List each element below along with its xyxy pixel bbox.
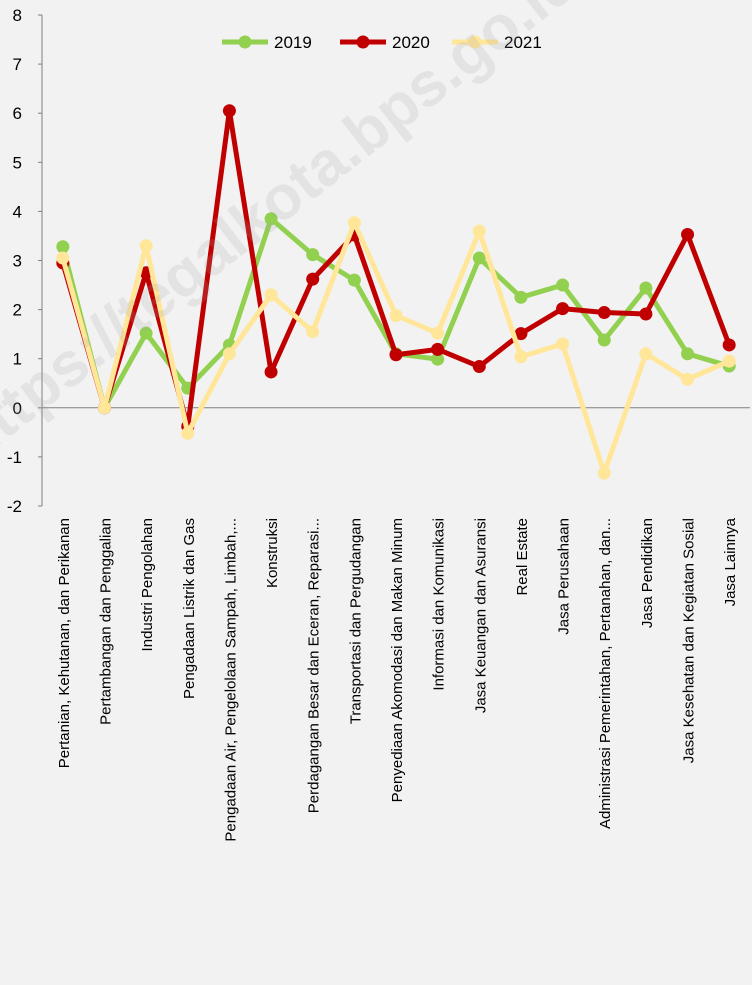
series-line-2020 xyxy=(60,108,732,429)
series-layer xyxy=(56,104,736,480)
x-tick-label: Pengadaan Air, Pengelolaan Sampah, Limba… xyxy=(222,518,239,842)
data-point-2019 xyxy=(56,240,70,254)
y-tick-label: 5 xyxy=(13,153,22,172)
data-point-2019 xyxy=(264,212,278,226)
x-tick-label: Pertanian, Kehutanan, dan Perikanan xyxy=(56,518,73,768)
data-point-2021 xyxy=(556,337,570,351)
data-point-2021 xyxy=(389,308,403,322)
x-tick-label: Jasa Lainnya xyxy=(722,517,739,606)
y-tick-label: 2 xyxy=(13,301,22,320)
data-point-2019 xyxy=(681,347,695,361)
x-tick-label: Perdagangan Besar dan Eceran, Reparasi..… xyxy=(306,518,323,813)
data-point-2020 xyxy=(514,327,528,341)
data-point-2020 xyxy=(639,307,653,321)
legend-marker-2021 xyxy=(468,35,482,49)
data-point-2020 xyxy=(264,365,278,379)
data-point-2020 xyxy=(222,104,236,118)
data-point-2019 xyxy=(639,281,653,295)
y-tick-label: 8 xyxy=(13,6,22,25)
data-point-2019 xyxy=(431,352,445,366)
legend-label-2020: 2020 xyxy=(392,33,430,52)
data-point-2020 xyxy=(722,338,736,352)
data-point-2021 xyxy=(472,224,486,238)
data-point-2020 xyxy=(556,302,570,316)
data-point-2021 xyxy=(639,347,653,361)
y-tick-label: 0 xyxy=(13,399,22,418)
data-point-2020 xyxy=(306,272,320,286)
y-tick-label: 7 xyxy=(13,55,22,74)
legend-marker-2019 xyxy=(238,35,252,49)
x-tick-label: Jasa Pendidikan xyxy=(639,518,656,628)
y-tick-label: -2 xyxy=(7,497,22,516)
x-tick-label: Jasa Kesehatan dan Kegiatan Sosial xyxy=(681,518,698,763)
legend-label-2021: 2021 xyxy=(504,33,542,52)
x-tick-label: Industri Pengolahan xyxy=(139,518,156,651)
data-point-2019 xyxy=(139,326,153,340)
data-point-2019 xyxy=(556,278,570,292)
x-tick-label: Pertambangan dan Penggalian xyxy=(97,518,114,725)
x-tick-label: Transportasi dan Pergudangan xyxy=(347,518,364,724)
x-tick-label: Administrasi Pemerintahan, Pertanahan, d… xyxy=(597,518,614,829)
y-tick-label: 4 xyxy=(13,202,22,221)
data-point-2019 xyxy=(472,251,486,265)
legend-label-2019: 2019 xyxy=(274,33,312,52)
x-tick-label: Real Estate xyxy=(514,518,531,596)
data-point-2019 xyxy=(514,290,528,304)
data-point-2021 xyxy=(222,347,236,361)
data-point-2019 xyxy=(347,273,361,287)
data-point-2020 xyxy=(472,360,486,374)
legend: 2019 2020 2021 xyxy=(222,33,542,52)
data-point-2021 xyxy=(181,426,195,440)
y-tick-label: 3 xyxy=(13,252,22,271)
data-point-2020 xyxy=(597,306,611,320)
y-tick-label: -1 xyxy=(7,448,22,467)
x-tick-label: Jasa Perusahaan xyxy=(556,518,573,635)
data-point-2021 xyxy=(431,326,445,340)
x-tick-label: Pengadaan Listrik dan Gas xyxy=(181,518,198,699)
data-point-2021 xyxy=(264,288,278,302)
data-point-2020 xyxy=(389,348,403,362)
data-point-2021 xyxy=(681,372,695,386)
data-point-2020 xyxy=(431,342,445,356)
axes-layer: -2 -1 0 1 2 3 4 5 6 7 8 Pertanian, Kehutanan, dan P… xyxy=(7,6,750,842)
x-tick-label: Konstruksi xyxy=(264,518,281,588)
y-tick-label: 1 xyxy=(13,350,22,369)
x-tick-label: Jasa Keuangan dan Asuransi xyxy=(472,518,489,713)
data-point-2021 xyxy=(306,325,320,339)
data-point-2021 xyxy=(514,350,528,364)
data-point-2021 xyxy=(56,251,70,265)
data-point-2021 xyxy=(722,354,736,368)
data-point-2019 xyxy=(597,333,611,347)
data-point-2021 xyxy=(597,466,611,480)
data-point-2020 xyxy=(681,227,695,241)
data-point-2021 xyxy=(347,216,361,230)
x-tick-label: Informasi dan Komunikasi xyxy=(431,518,448,691)
x-tick-label: Penyediaan Akomodasi dan Makan Minum xyxy=(389,518,406,802)
data-point-2019 xyxy=(306,248,320,262)
y-tick-label: 6 xyxy=(13,104,22,123)
legend-marker-2020 xyxy=(356,35,370,49)
data-point-2021 xyxy=(139,239,153,253)
data-point-2021 xyxy=(97,401,111,415)
